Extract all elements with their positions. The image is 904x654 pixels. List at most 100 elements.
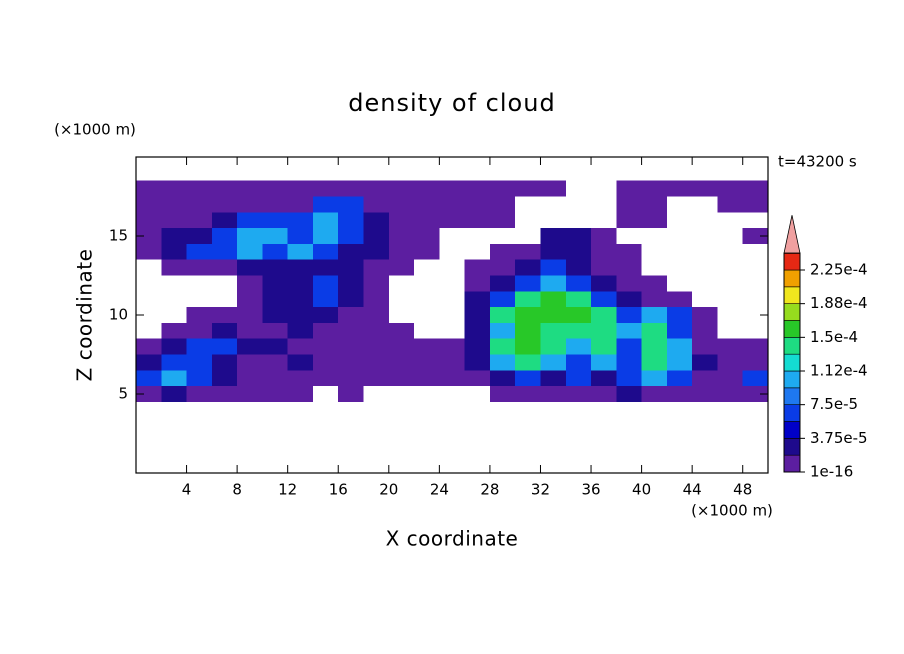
colorbar-band [783, 353, 801, 372]
y-tick-label: 15 [109, 227, 128, 245]
colorbar-tick-label: 2.25e-4 [810, 261, 868, 279]
contour-cell [237, 338, 263, 355]
chart-title: density of cloud [348, 89, 555, 117]
colorbar-band [783, 387, 801, 405]
x-tick-label: 32 [531, 481, 550, 499]
contour-cell [540, 386, 566, 402]
contour-cell [616, 243, 642, 260]
colorbar-band [783, 286, 801, 304]
colorbar-band [783, 320, 801, 338]
contour-cell [312, 354, 339, 371]
contour-cell [161, 259, 187, 276]
contour-cell [338, 212, 364, 229]
contour-cell [211, 307, 238, 323]
contour-field [136, 180, 768, 402]
contour-cell [489, 354, 516, 371]
contour-cell [262, 338, 288, 355]
contour-cell [338, 228, 364, 244]
contour-cell [464, 338, 490, 355]
contour-cell [211, 338, 238, 355]
contour-cell [540, 307, 566, 323]
contour-cell [489, 275, 516, 292]
contour-cell [186, 338, 212, 355]
contour-cell [237, 370, 263, 387]
contour-cell [565, 275, 592, 292]
contour-cell [641, 354, 667, 371]
contour-cell [287, 370, 313, 387]
colorbar-band [783, 421, 801, 439]
contour-cell [489, 322, 516, 339]
contour-cell [591, 275, 617, 292]
contour-cell [262, 275, 288, 292]
contour-cell [262, 322, 288, 339]
contour-cell [388, 196, 415, 213]
x-tick-label: 8 [232, 481, 242, 499]
contour-cell [489, 180, 516, 197]
contour-cell [211, 196, 238, 213]
contour-cell [666, 322, 693, 339]
contour-cell [287, 354, 313, 371]
contour-cell [338, 322, 364, 339]
contour-cell [211, 354, 238, 371]
contour-cell [515, 275, 541, 292]
contour-cell [591, 259, 617, 276]
contour-cell [262, 386, 288, 402]
contour-cell [641, 370, 667, 387]
contour-cell [540, 338, 566, 355]
contour-cell [161, 386, 187, 402]
contour-cell [414, 370, 440, 387]
contour-cell [312, 322, 339, 339]
contour-cell [565, 338, 592, 355]
contour-cell [591, 307, 617, 323]
contour-cell [211, 386, 238, 402]
contour-cell [388, 243, 415, 260]
contour-cell [262, 291, 288, 308]
contour-cell [692, 338, 718, 355]
contour-cell [338, 338, 364, 355]
contour-cell [717, 386, 743, 402]
contour-cell [414, 228, 440, 244]
contour-cell [616, 180, 642, 197]
contour-cell [414, 243, 440, 260]
contour-cell [540, 370, 566, 387]
contour-cell [186, 386, 212, 402]
contour-cell [211, 243, 238, 260]
contour-cell [591, 354, 617, 371]
contour-cell [565, 228, 592, 244]
contour-cell [565, 291, 592, 308]
x-tick-label: 44 [683, 481, 702, 499]
contour-cell [565, 243, 592, 260]
contour-cell [464, 212, 490, 229]
contour-cell [363, 275, 389, 292]
x-tick-label: 28 [480, 481, 499, 499]
y-unit: (×1000 m) [54, 121, 136, 139]
x-tick-label: 12 [278, 481, 297, 499]
colorbar-band [783, 454, 801, 473]
contour-cell [489, 259, 516, 276]
contour-cell [287, 196, 313, 213]
contour-cell [186, 259, 212, 276]
contour-cell [692, 180, 718, 197]
contour-cell [237, 322, 263, 339]
contour-cell [262, 196, 288, 213]
contour-cell [616, 370, 642, 387]
contour-cell [742, 338, 768, 355]
contour-cell [692, 354, 718, 371]
contour-cell [136, 180, 162, 197]
contour-cell [439, 338, 465, 355]
contour-cell [363, 180, 389, 197]
contour-cell [136, 386, 162, 402]
contour-cell [388, 338, 415, 355]
contour-cell [565, 307, 592, 323]
contour-cell [186, 228, 212, 244]
contour-cell [439, 212, 465, 229]
contour-cell [262, 370, 288, 387]
colorbar-band [783, 252, 801, 271]
contour-cell [211, 259, 238, 276]
colorbar: 1e-16 3.75e-5 7.5e-5 1.12e-4 1.5e-4 1.88e-4 2.… [783, 215, 868, 481]
x-tick-label: 4 [182, 481, 192, 499]
contour-cell [312, 259, 339, 276]
contour-cell [237, 259, 263, 276]
contour-cell [287, 338, 313, 355]
